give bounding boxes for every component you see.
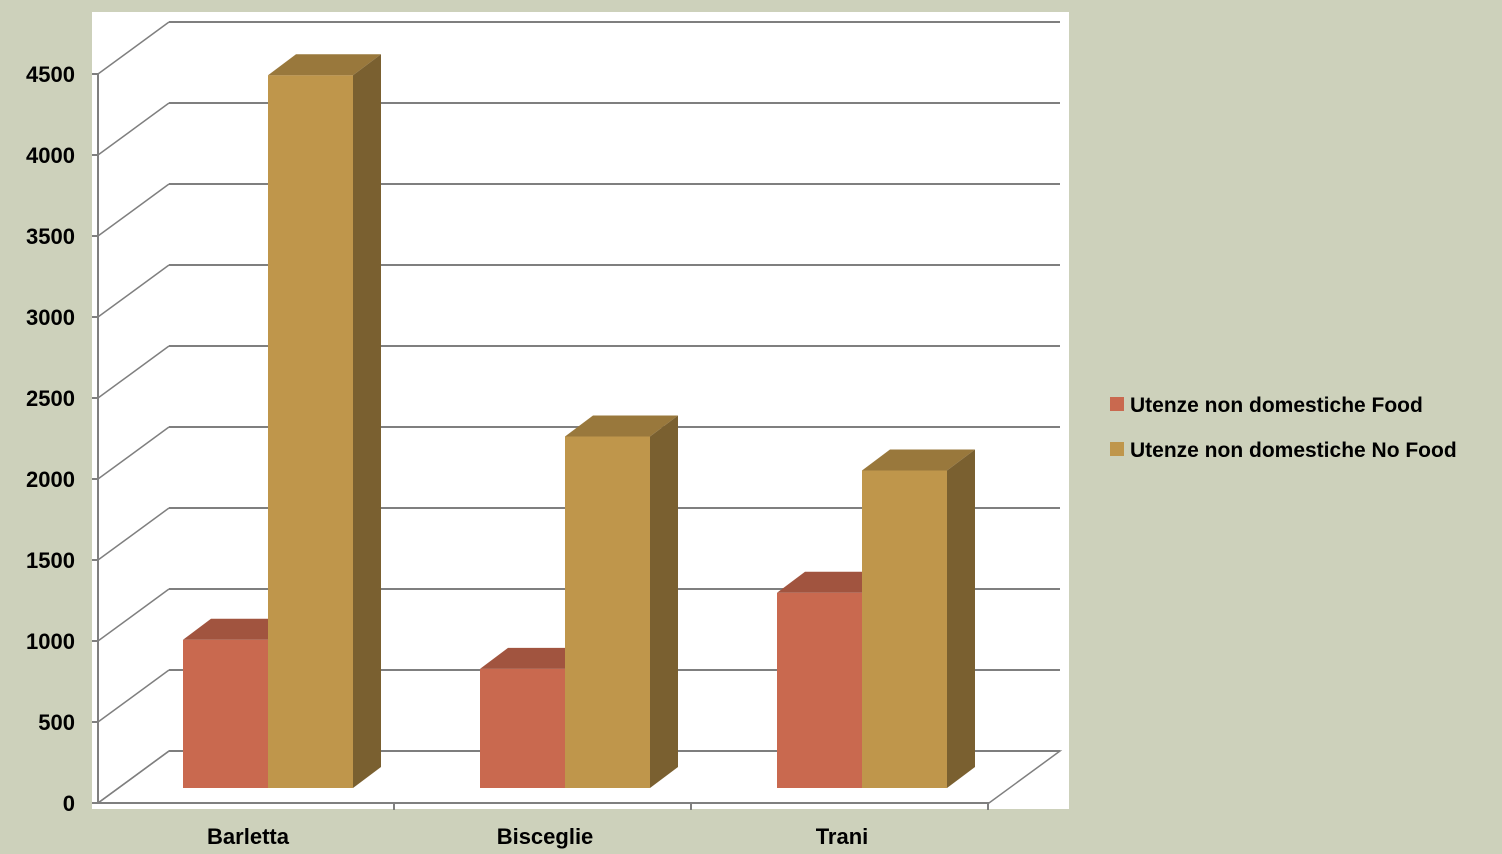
y-tick-label: 3000 [26, 305, 75, 330]
legend: Utenze non domestiche Food Utenze non dom… [1110, 394, 1457, 462]
legend-swatch [1110, 397, 1124, 411]
bar-top [565, 415, 678, 437]
y-tick-label: 0 [63, 791, 75, 816]
bar-top [480, 647, 593, 669]
bar-front [862, 470, 947, 788]
x-category-label: Bisceglie [497, 824, 594, 849]
y-tick-label: 2000 [26, 467, 75, 492]
bar-side [947, 449, 975, 788]
bar-top [777, 571, 890, 593]
gridline-depth [97, 183, 170, 237]
bar-front [777, 592, 862, 788]
bar-front [480, 668, 565, 788]
bar-top [183, 618, 296, 640]
gridline-depth [97, 345, 170, 399]
gridline-depth [97, 507, 170, 561]
bar [565, 415, 678, 788]
bar-side [650, 415, 678, 788]
bar-top [862, 449, 975, 471]
legend-swatch [1110, 442, 1124, 456]
bar-front [268, 75, 353, 788]
gridline-depth [97, 426, 170, 480]
y-tick-label: 4000 [26, 143, 75, 168]
gridline-depth [97, 102, 170, 156]
y-tick-label: 4500 [26, 62, 75, 87]
x-axis-labels: Barletta Bisceglie Trani [207, 803, 989, 849]
bar-top [268, 54, 381, 76]
bar-side [353, 54, 381, 788]
gridline-depth [97, 669, 170, 723]
bar-front [183, 639, 268, 788]
legend-label: Utenze non domestiche Food [1130, 394, 1423, 417]
gridline-depth [97, 21, 170, 75]
bar [268, 54, 381, 788]
y-tick-label: 1000 [26, 629, 75, 654]
y-tick-label: 2500 [26, 386, 75, 411]
y-tick-label: 3500 [26, 224, 75, 249]
bar [862, 449, 975, 788]
x-category-label: Barletta [207, 824, 290, 849]
gridline-depth [97, 264, 170, 318]
bars [183, 54, 975, 788]
y-tick-label: 1500 [26, 548, 75, 573]
bar-front [565, 436, 650, 788]
legend-label: Utenze non domestiche No Food [1130, 439, 1457, 462]
x-category-label: Trani [816, 824, 869, 849]
y-tick-label: 500 [38, 710, 75, 735]
gridline-depth [97, 588, 170, 642]
y-axis-ticks: 0 500 1000 1500 2000 2500 3000 3500 4000 4500 [26, 62, 98, 816]
